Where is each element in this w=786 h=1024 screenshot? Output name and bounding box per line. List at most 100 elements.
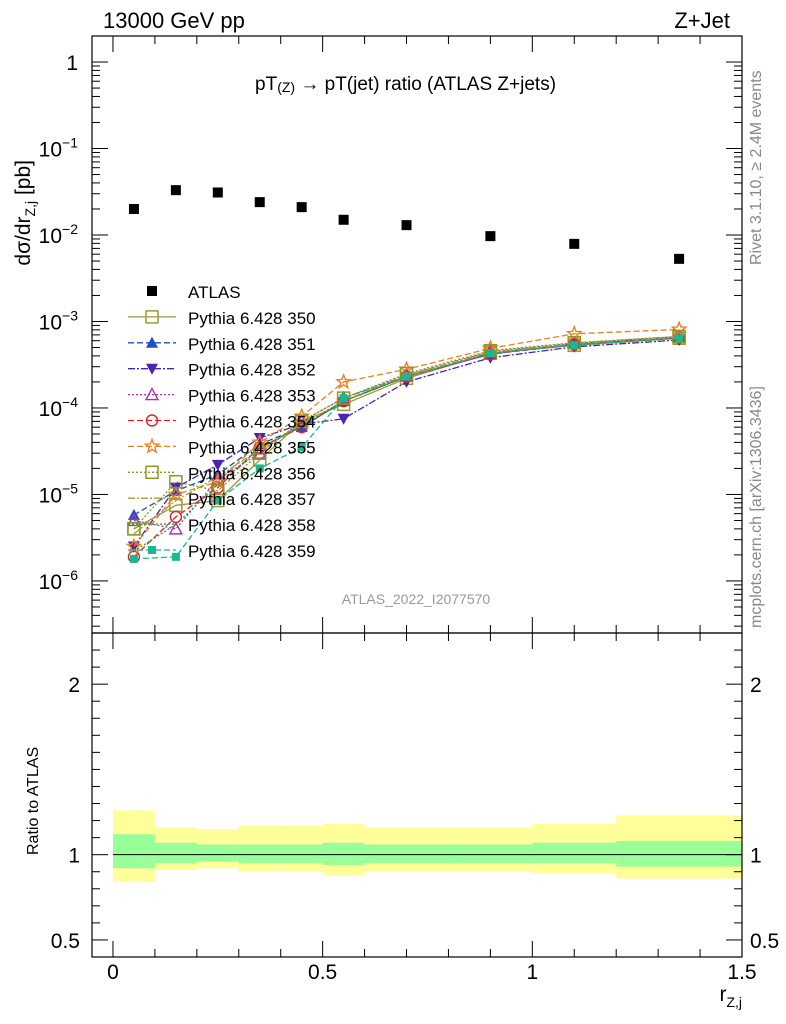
atlas-point-1 — [170, 185, 181, 196]
main-ytick-exp-2: −2 — [62, 221, 78, 237]
legend-label-1: Pythia 6.428 350 — [188, 309, 316, 328]
ratio-stat-band-8 — [532, 842, 617, 864]
series-6-point-9 — [670, 320, 688, 337]
ratio-ytick-label-right-2: 2 — [750, 674, 762, 697]
title-part-2: (Z) — [277, 79, 295, 95]
x-axis-label: rZ,j — [719, 983, 742, 1010]
ratio-stat-band-0 — [112, 834, 155, 869]
series-line-6 — [133, 328, 680, 547]
main-ytick-exp-3: −3 — [62, 307, 78, 323]
watermark: ATLAS_2022_I2077570 — [342, 591, 491, 607]
header-left: 13000 GeV pp — [103, 8, 245, 33]
main-title: pT(Z) → pT(jet) ratio (ATLAS Z+jets) — [255, 74, 556, 95]
xtick-label-2: 1 — [526, 961, 538, 984]
y-axis-label-sub: Z,j — [22, 201, 38, 217]
y-axis-label: dσ/drZ,j [pb] — [12, 160, 38, 266]
legend-marker-4 — [144, 387, 160, 401]
legend-entry-9: Pythia 6.428 358 — [128, 516, 316, 535]
series-6-point-8 — [565, 324, 583, 342]
legend-label-2: Pythia 6.428 351 — [188, 335, 316, 354]
xtick-label-0: 0 — [107, 961, 119, 984]
main-ytick-base-6: 10 — [39, 571, 62, 594]
atlas-point-4 — [296, 202, 307, 213]
xtick-label-3: 1.5 — [727, 961, 756, 984]
atlas-point-7 — [485, 231, 496, 242]
legend-marker-3 — [146, 363, 158, 375]
legend-entry-3: Pythia 6.428 352 — [128, 361, 316, 380]
ratio-stat-band-6 — [364, 844, 449, 864]
legend-entry-0: ATLAS — [147, 283, 241, 302]
series-10-point-5 — [339, 394, 348, 403]
main-ytick-base-0: 1 — [66, 52, 78, 75]
series-10-point-4 — [297, 443, 306, 452]
main-ytick-label-1: 10−1 — [39, 135, 79, 162]
main-ytick-exp-4: −4 — [62, 394, 78, 410]
series-6-point-4 — [293, 407, 311, 424]
atlas-point-0 — [128, 203, 139, 214]
ratio-ytick-label-right-1: 1 — [750, 845, 762, 868]
legend-marker-7 — [145, 465, 159, 480]
series-4-point-1 — [168, 521, 184, 535]
ratio-stat-band-7 — [448, 844, 533, 864]
ratio-stat-band-4 — [280, 844, 323, 864]
legend: ATLAS Pythia 6.428 350 Pythia 6.428 351 Pyt… — [128, 283, 316, 561]
legend-label-10: Pythia 6.428 359 — [188, 542, 316, 561]
series-6-point-5 — [335, 372, 353, 390]
main-ytick-exp-6: −6 — [62, 567, 78, 583]
legend-entry-7: Pythia 6.428 356 — [128, 464, 316, 483]
series-5-point-1 — [169, 510, 183, 524]
title-part-3: → pT(jet) ratio (ATLAS Z+jets) — [295, 74, 556, 95]
main-ytick-base-4: 10 — [39, 398, 62, 421]
series-line-3 — [133, 339, 680, 547]
atlas-point-8 — [569, 238, 580, 249]
main-ytick-label-5: 10−5 — [39, 480, 79, 507]
series-7 — [127, 329, 686, 536]
series-10-point-8 — [570, 341, 579, 350]
legend-marker-0 — [147, 286, 157, 296]
main-plot: 110−110−210−310−410−510−6 — [39, 35, 743, 634]
mcplots-label: mcplots.cern.ch [arXiv:1306.3436] — [748, 386, 765, 628]
atlas-point-9 — [674, 253, 685, 264]
series-10 — [129, 334, 684, 563]
ratio-plot: 0.5 0.5 1 1 2 2 0 0.5 1 1.5 — [51, 36, 779, 984]
legend-marker-1 — [145, 310, 159, 324]
y-axis-label-main: dσ/dr — [12, 216, 35, 265]
main-ytick-exp-1: −1 — [62, 135, 78, 151]
series-6-point-1 — [167, 485, 185, 502]
series-3-point-3 — [253, 432, 266, 444]
atlas-point-2 — [212, 187, 223, 198]
legend-label-8: Pythia 6.428 357 — [188, 490, 316, 509]
series-3-point-5 — [337, 413, 350, 425]
legend-entry-8: Pythia 6.428 357 — [128, 490, 316, 509]
ratio-ytick-label-right-0: 0.5 — [750, 930, 779, 953]
series-line-4 — [133, 335, 680, 530]
series-10-point-9 — [675, 334, 684, 343]
legend-marker-5 — [145, 414, 159, 427]
legend-label-9: Pythia 6.428 358 — [188, 516, 316, 535]
series-1-point-2 — [211, 493, 225, 508]
main-ytick-base-5: 10 — [39, 484, 62, 507]
legend-label-5: Pythia 6.428 354 — [188, 413, 316, 432]
atlas-point-5 — [338, 214, 349, 225]
ratio-stat-band-3 — [238, 844, 281, 864]
main-ytick-label-0: 1 — [66, 52, 78, 75]
ratio-y-axis-label: Ratio to ATLAS — [25, 747, 42, 855]
series-10-point-2 — [213, 496, 222, 505]
legend-entry-6: Pythia 6.428 355 — [128, 437, 316, 457]
series-10-point-1 — [171, 552, 180, 561]
series-7-point-0 — [127, 522, 141, 536]
legend-entry-10: Pythia 6.428 359 — [128, 542, 316, 561]
series-7-point-5 — [336, 391, 351, 405]
main-ytick-base-2: 10 — [39, 225, 62, 248]
main-ytick-base-3: 10 — [39, 311, 62, 334]
main-ytick-label-2: 10−2 — [39, 221, 79, 248]
main-ytick-label-3: 10−3 — [39, 307, 79, 334]
legend-marker-6 — [143, 437, 161, 454]
legend-entry-5: Pythia 6.428 354 — [128, 413, 316, 432]
x-axis-label-sub: Z,j — [726, 994, 742, 1010]
ratio-stat-band-2 — [196, 844, 239, 862]
legend-entry-4: Pythia 6.428 353 — [128, 387, 316, 406]
legend-entry-2: Pythia 6.428 351 — [128, 335, 316, 354]
series-10-point-0 — [129, 554, 138, 563]
ratio-stat-band-1 — [154, 842, 197, 864]
